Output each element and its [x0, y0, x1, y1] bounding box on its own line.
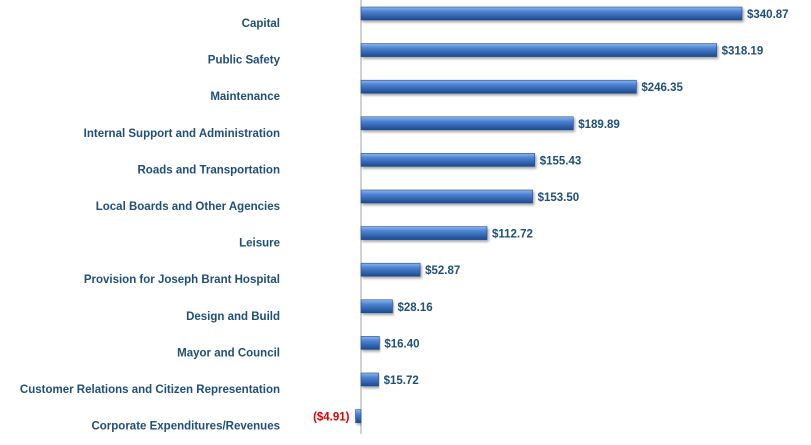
bar-5	[360, 189, 533, 204]
category-label-3: Internal Support and Administration	[84, 128, 280, 140]
category-label-1: Public Safety	[208, 55, 281, 67]
bar-0	[360, 6, 743, 21]
bar-10	[360, 372, 379, 387]
data-label-8: $28.16	[397, 302, 432, 314]
category-label-11: Corporate Expenditures/Revenues	[91, 421, 280, 433]
bar-6	[360, 226, 488, 240]
category-label-5: Local Boards and Other Agencies	[96, 201, 280, 213]
data-label-6: $112.72	[492, 229, 533, 241]
data-label-9: $16.40	[384, 338, 419, 350]
bar-9	[360, 336, 380, 350]
category-label-6: Leisure	[239, 238, 280, 250]
data-label-1: $318.19	[722, 46, 764, 58]
bar-4	[360, 153, 536, 167]
data-label-2: $246.35	[641, 82, 683, 94]
bar-3	[360, 116, 574, 131]
category-label-7: Provision for Joseph Brant Hospital	[84, 274, 280, 286]
data-label-4: $155.43	[540, 155, 582, 167]
data-label-11: ($4.91)	[313, 412, 350, 424]
category-label-8: Design and Build	[186, 311, 280, 323]
data-label-5: $153.50	[538, 192, 580, 204]
category-label-4: Roads and Transportation	[138, 164, 281, 176]
bars-layer	[355, 6, 743, 423]
category-label-9: Mayor and Council	[177, 347, 280, 359]
category-label-0: Capital	[242, 18, 280, 30]
bar-11	[355, 409, 362, 423]
data-label-3: $189.89	[578, 119, 620, 131]
data-label-10: $15.72	[384, 375, 419, 387]
data-label-7: $52.87	[425, 265, 460, 277]
category-label-10: Customer Relations and Citizen Represent…	[20, 384, 280, 396]
bar-7	[360, 262, 421, 277]
bar-1	[360, 43, 717, 57]
category-label-2: Maintenance	[210, 91, 280, 103]
data-label-0: $340.87	[747, 9, 789, 21]
bar-2	[360, 79, 637, 94]
bar-8	[360, 299, 393, 314]
labels-layer: Capital $340.87 Public Safety $318.19 Mainte…	[20, 9, 789, 433]
